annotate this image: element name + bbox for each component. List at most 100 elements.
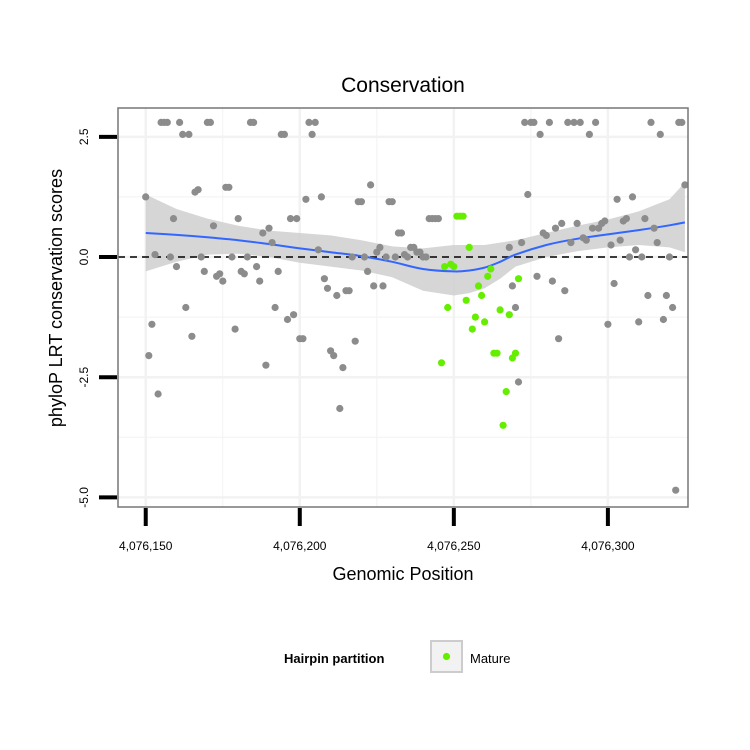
- data-point: [592, 119, 599, 126]
- data-point-mature: [493, 350, 500, 357]
- chart-title: Conservation: [341, 74, 465, 97]
- data-point: [629, 193, 636, 200]
- data-point-mature: [503, 388, 510, 395]
- data-point: [265, 225, 272, 232]
- data-point: [269, 239, 276, 246]
- data-point-mature: [506, 311, 513, 318]
- data-point: [170, 215, 177, 222]
- data-point: [312, 119, 319, 126]
- data-point: [361, 253, 368, 260]
- data-point: [315, 246, 322, 253]
- data-point: [155, 390, 162, 397]
- data-point: [349, 253, 356, 260]
- data-point: [663, 292, 670, 299]
- x-tick-label: 4,076,250: [427, 539, 481, 553]
- data-point: [188, 333, 195, 340]
- data-point-mature: [444, 304, 451, 311]
- data-point: [678, 119, 685, 126]
- legend-label-mature: Mature: [470, 651, 510, 666]
- data-point: [617, 237, 624, 244]
- data-point: [164, 119, 171, 126]
- data-point: [638, 253, 645, 260]
- data-point: [262, 362, 269, 369]
- data-point: [537, 131, 544, 138]
- data-point-mature: [460, 213, 467, 220]
- data-point: [524, 191, 531, 198]
- data-point-mature: [441, 263, 448, 270]
- data-point: [330, 352, 337, 359]
- data-point: [614, 196, 621, 203]
- data-point: [232, 326, 239, 333]
- data-point: [364, 268, 371, 275]
- data-point: [253, 263, 260, 270]
- data-point: [179, 131, 186, 138]
- data-point-mature: [472, 314, 479, 321]
- data-point: [195, 186, 202, 193]
- data-point: [389, 198, 396, 205]
- data-point: [241, 270, 248, 277]
- x-tick-label: 4,076,200: [273, 539, 327, 553]
- data-point: [509, 282, 516, 289]
- data-point: [302, 196, 309, 203]
- data-point: [383, 253, 390, 260]
- data-point: [530, 119, 537, 126]
- data-point: [506, 244, 513, 251]
- data-point: [604, 321, 611, 328]
- data-point: [275, 268, 282, 275]
- data-point: [250, 119, 257, 126]
- data-point: [570, 119, 577, 126]
- data-point: [145, 352, 152, 359]
- data-point: [423, 253, 430, 260]
- x-tick-label: 4,076,300: [581, 539, 635, 553]
- data-point: [336, 405, 343, 412]
- data-point: [660, 316, 667, 323]
- data-point: [564, 119, 571, 126]
- data-point: [515, 378, 522, 385]
- data-point: [398, 229, 405, 236]
- legend-key-mature-dot: [443, 653, 450, 660]
- data-point: [392, 253, 399, 260]
- data-point: [219, 278, 226, 285]
- y-tick-label: 0.0: [77, 248, 91, 265]
- data-point: [518, 239, 525, 246]
- legend: Hairpin partition Mature: [284, 641, 510, 672]
- x-tick-label: 4,076,150: [119, 539, 173, 553]
- data-point: [543, 232, 550, 239]
- data-point: [148, 321, 155, 328]
- data-point-mature: [481, 318, 488, 325]
- data-point: [321, 275, 328, 282]
- panel-background: [118, 108, 688, 507]
- data-point: [333, 292, 340, 299]
- data-point: [142, 193, 149, 200]
- data-point-mature: [463, 297, 470, 304]
- data-point: [318, 193, 325, 200]
- data-point: [626, 253, 633, 260]
- data-point: [644, 292, 651, 299]
- data-point: [623, 215, 630, 222]
- data-point: [346, 287, 353, 294]
- data-point: [651, 225, 658, 232]
- data-point: [256, 278, 263, 285]
- data-point: [632, 246, 639, 253]
- data-point: [567, 239, 574, 246]
- data-point: [607, 241, 614, 248]
- data-point: [207, 119, 214, 126]
- data-point: [272, 304, 279, 311]
- data-point: [216, 270, 223, 277]
- data-point: [228, 253, 235, 260]
- data-point: [574, 220, 581, 227]
- data-point: [151, 251, 158, 258]
- data-point: [309, 131, 316, 138]
- y-tick-label: -2.5: [77, 367, 91, 388]
- data-point: [586, 131, 593, 138]
- data-point: [657, 131, 664, 138]
- data-point: [546, 119, 553, 126]
- data-point: [290, 311, 297, 318]
- data-point: [182, 304, 189, 311]
- data-point: [654, 239, 661, 246]
- data-point: [611, 280, 618, 287]
- data-point: [198, 253, 205, 260]
- data-point: [210, 222, 217, 229]
- data-point: [647, 119, 654, 126]
- data-point: [555, 335, 562, 342]
